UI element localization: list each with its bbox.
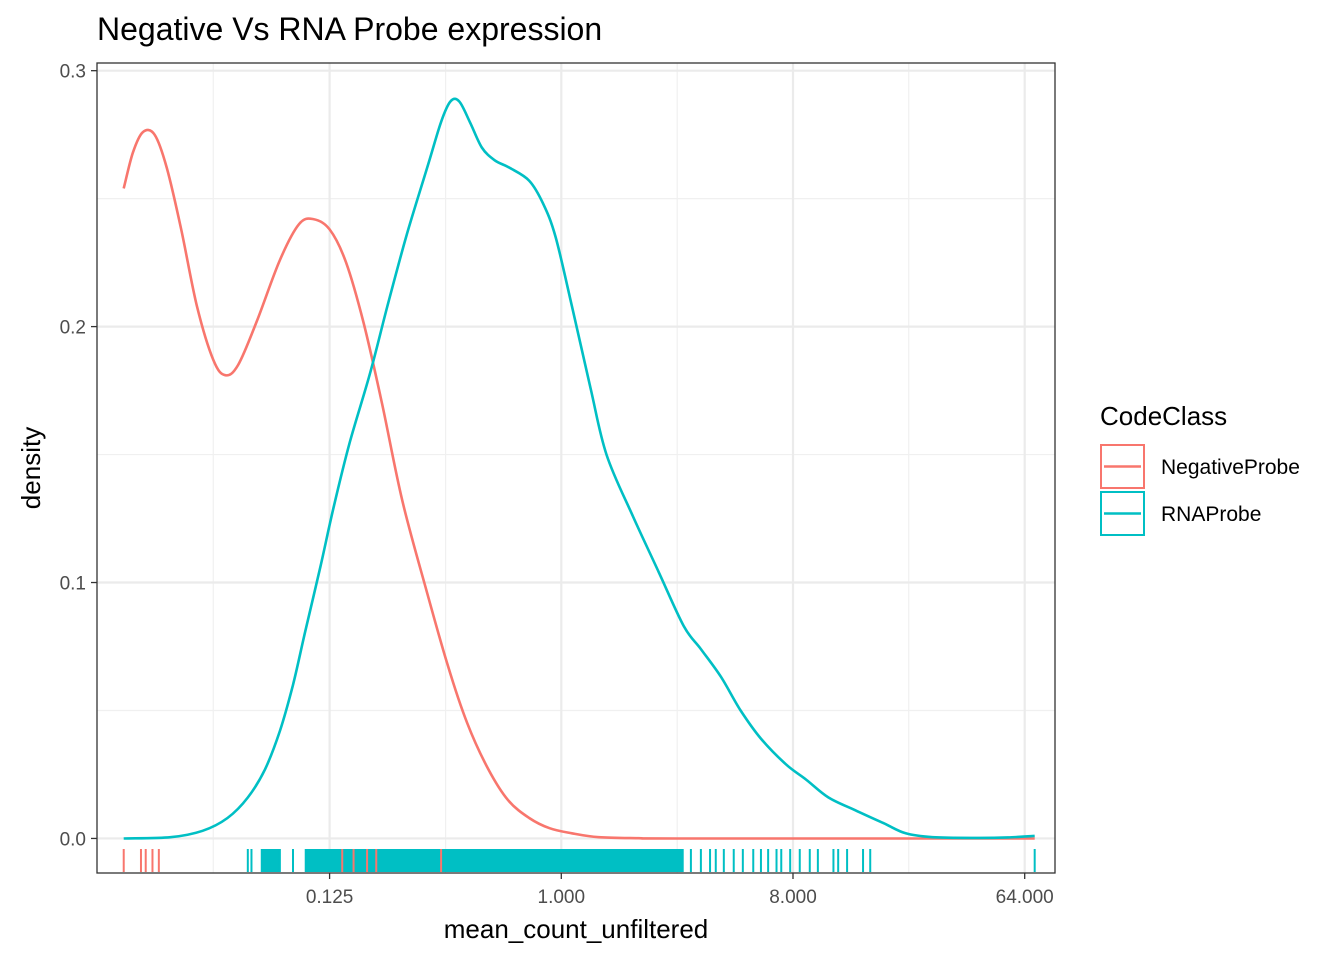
legend: CodeClass NegativeProbe RNAProbe [1100, 401, 1300, 536]
x-tick-label: 8.000 [769, 887, 817, 908]
legend-item-rnaprobe: RNAProbe [1100, 491, 1261, 536]
legend-item-negativeprobe: NegativeProbe [1100, 444, 1300, 489]
rug-marks [122, 849, 1036, 872]
rug-range-rnaprobe [261, 849, 280, 872]
chart-title: Negative Vs RNA Probe expression [97, 11, 602, 47]
legend-label-negativeprobe: NegativeProbe [1161, 456, 1300, 479]
y-tick-label: 0.1 [60, 574, 86, 595]
legend-label-rnaprobe: RNAProbe [1161, 503, 1261, 526]
x-axis-title: mean_count_unfiltered [444, 914, 709, 944]
y-tick-label: 0.0 [60, 829, 86, 850]
y-axis-title: density [16, 427, 46, 509]
density-line-negativeprobe [122, 128, 1035, 840]
density-line-rnaprobe [123, 97, 1035, 840]
y-tick-label: 0.2 [60, 318, 86, 339]
minor-gridlines [97, 63, 1055, 873]
y-tick-label: 0.3 [60, 62, 86, 83]
major-gridlines [97, 63, 1055, 873]
rug-range-rnaprobe [304, 849, 684, 872]
y-axis-ticks: 0.0 0.1 0.2 0.3 [60, 62, 97, 850]
density-lines [122, 97, 1035, 840]
plot-border [96, 62, 1056, 874]
x-tick-label: 64.000 [996, 887, 1054, 908]
plot-panel [97, 63, 1055, 873]
x-tick-label: 1.000 [538, 887, 586, 908]
x-axis-ticks: 0.125 1.000 8.000 64.000 [306, 873, 1054, 908]
legend-title: CodeClass [1100, 401, 1227, 431]
x-tick-label: 0.125 [306, 887, 354, 908]
